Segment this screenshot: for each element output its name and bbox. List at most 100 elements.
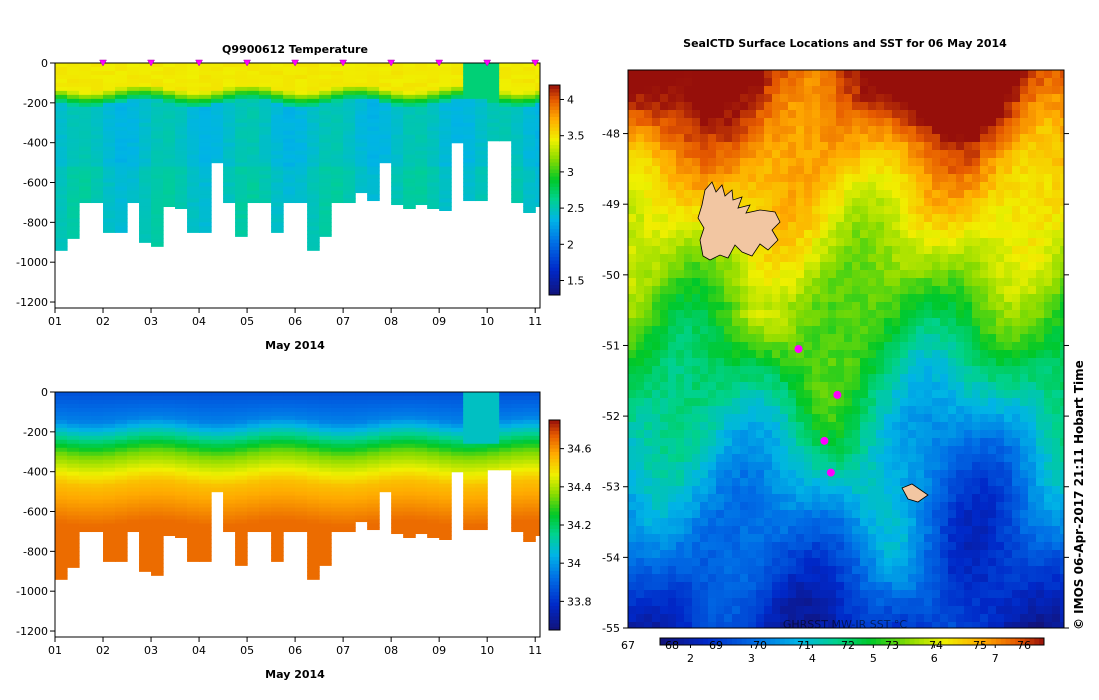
sst-cell	[860, 214, 869, 223]
salinity-cell	[523, 395, 536, 401]
salinity-cell	[139, 411, 152, 417]
temperature-cell	[367, 178, 380, 184]
temperature-cell	[391, 63, 404, 68]
sst-cell	[964, 238, 973, 247]
sst-cell	[812, 286, 821, 295]
salinity-colorbar-segment	[549, 574, 560, 578]
salinity-cell	[379, 435, 392, 441]
salinity-cell	[199, 423, 212, 429]
sst-cell	[884, 110, 893, 119]
sst-cell	[988, 278, 997, 287]
temperature-cell	[511, 130, 524, 136]
sst-cell	[1004, 310, 1013, 319]
sst-cell	[692, 246, 701, 255]
temperature-cell	[451, 106, 464, 112]
salinity-cell	[463, 427, 476, 433]
salinity-cell	[283, 403, 296, 409]
temperature-cell	[151, 118, 164, 124]
salinity-cell	[223, 507, 236, 513]
sst-cell	[628, 78, 637, 87]
temperature-cell	[391, 194, 404, 200]
sst-cell	[1020, 302, 1029, 311]
sst-cell	[780, 246, 789, 255]
salinity-cell	[235, 467, 248, 473]
sst-cell	[700, 150, 709, 159]
salinity-cell	[199, 411, 212, 417]
temperature-cell	[403, 190, 416, 196]
temperature-x-tick-label: 05	[240, 315, 254, 328]
sst-cell	[884, 182, 893, 191]
salinity-cell	[319, 467, 332, 473]
temperature-cell	[91, 110, 104, 116]
sst-cell	[772, 134, 781, 143]
salinity-cell	[343, 423, 356, 429]
salinity-cell	[463, 511, 476, 517]
salinity-cell	[439, 503, 452, 509]
salinity-cell	[223, 443, 236, 449]
temperature-cell	[187, 170, 200, 176]
sst-cell	[940, 270, 949, 279]
temperature-cell	[67, 202, 80, 208]
sst-cell	[660, 150, 669, 159]
temperature-cell	[331, 110, 344, 116]
temperature-panel: Q9900612 Temperature 0-200-400-600-800-1…	[16, 43, 584, 352]
sst-cell	[692, 190, 701, 199]
sst-cell	[996, 94, 1005, 103]
salinity-cell	[415, 511, 428, 517]
temperature-cell	[475, 150, 488, 156]
salinity-cell	[307, 527, 320, 533]
temperature-cell	[163, 154, 176, 160]
salinity-cell	[187, 395, 200, 401]
sst-cell	[884, 254, 893, 263]
sst-cell	[684, 190, 693, 199]
temperature-cell	[523, 130, 536, 136]
sst-cell	[988, 78, 997, 87]
sst-cell	[1036, 134, 1045, 143]
salinity-cell	[199, 491, 212, 497]
salinity-cell	[475, 463, 488, 469]
sst-cell	[924, 214, 933, 223]
salinity-cell	[403, 531, 416, 537]
salinity-cell	[439, 427, 452, 433]
temperature-cell	[139, 66, 152, 72]
temperature-cell	[307, 106, 320, 112]
sst-cell	[964, 182, 973, 191]
sst-cell	[1044, 166, 1053, 175]
sst-cell	[868, 150, 877, 159]
sst-cell	[1028, 198, 1037, 207]
sst-cell	[852, 150, 861, 159]
salinity-cell	[427, 411, 440, 417]
temperature-cell	[439, 78, 452, 84]
temperature-cell	[367, 150, 380, 156]
salinity-cell	[415, 439, 428, 445]
temperature-cell	[403, 174, 416, 180]
salinity-colorbar-segment	[549, 455, 560, 459]
temperature-cell	[451, 134, 464, 140]
temperature-cell	[235, 150, 248, 156]
salinity-cell	[199, 515, 212, 521]
sst-cell	[884, 142, 893, 151]
temperature-cell	[235, 182, 248, 188]
sst-cell	[868, 198, 877, 207]
salinity-cell	[463, 463, 476, 469]
sst-cell	[972, 286, 981, 295]
temperature-cell	[391, 122, 404, 128]
temperature-cell	[139, 154, 152, 160]
sst-cell	[940, 214, 949, 223]
salinity-colorbar-segment	[549, 605, 560, 610]
salinity-cell	[79, 483, 92, 489]
temperature-cell	[223, 126, 236, 132]
salinity-cell	[463, 411, 476, 417]
temperature-cell	[391, 78, 404, 84]
temperature-cell	[247, 178, 260, 184]
salinity-cell	[103, 487, 116, 493]
sst-cell	[1020, 246, 1029, 255]
temperature-cell	[283, 63, 296, 68]
temperature-cell	[103, 146, 116, 152]
temperature-cell	[199, 194, 212, 200]
temperature-cell	[91, 194, 104, 200]
salinity-cell	[319, 475, 332, 481]
salinity-cell	[331, 459, 344, 465]
salinity-cell	[451, 415, 464, 421]
temperature-cell	[199, 110, 212, 116]
